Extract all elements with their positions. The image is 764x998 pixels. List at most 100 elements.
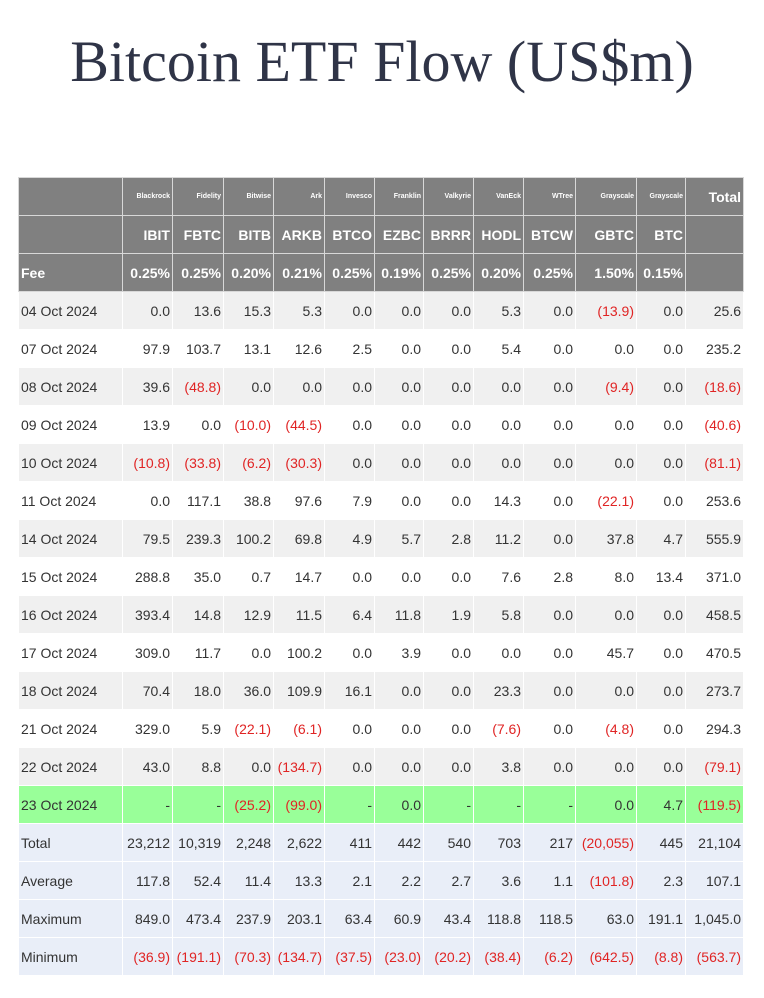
fee-value: 0.21% <box>273 253 325 292</box>
ticker-label: HODL <box>473 215 524 254</box>
cell-value: (33.8) <box>172 443 224 482</box>
cell-value: 0.0 <box>636 405 686 444</box>
ticker-label: BTCW <box>523 215 576 254</box>
cell-value: 0.0 <box>324 443 375 482</box>
summary-row: Average 117.8 52.4 11.4 13.3 2.1 2.2 2.7 3.6 1.1(… <box>18 861 744 900</box>
cell-value: 0.0 <box>324 291 375 330</box>
cell-value: - <box>172 785 224 824</box>
cell-value: 849.0 <box>122 899 173 938</box>
data-row: 17 Oct 2024 309.0 11.7 0.0 100.2 0.0 3.9 0.0 0.0… <box>18 633 744 672</box>
cell-value: 3.6 <box>473 861 524 900</box>
cell-value: 0.0 <box>423 291 474 330</box>
cell-value: 0.0 <box>636 329 686 368</box>
cell-value: 0.0 <box>473 443 524 482</box>
cell-value: 0.0 <box>423 671 474 710</box>
cell-value: - <box>523 785 576 824</box>
provider-label: WTree <box>523 177 576 216</box>
provider-label: Invesco <box>324 177 375 216</box>
cell-value: 4.7 <box>636 785 686 824</box>
cell-value: 0.0 <box>575 671 637 710</box>
cell-value: 5.8 <box>473 595 524 634</box>
cell-value: 0.0 <box>423 405 474 444</box>
cell-value: (36.9) <box>122 937 173 976</box>
cell-value: 235.2 <box>685 329 744 368</box>
cell-value: (6.2) <box>223 443 274 482</box>
row-label: 11 Oct 2024 <box>18 481 123 520</box>
cell-value: 0.0 <box>636 671 686 710</box>
cell-value: 36.0 <box>223 671 274 710</box>
cell-value: 13.1 <box>223 329 274 368</box>
cell-value: 5.3 <box>473 291 524 330</box>
data-row: 07 Oct 2024 97.9 103.7 13.1 12.6 2.5 0.0 0.0 5.4… <box>18 329 744 368</box>
cell-value: 0.0 <box>636 481 686 520</box>
cell-value: 288.8 <box>122 557 173 596</box>
cell-value: 0.0 <box>423 443 474 482</box>
cell-value: 237.9 <box>223 899 274 938</box>
cell-value: 118.5 <box>523 899 576 938</box>
provider-label: Grayscale <box>575 177 637 216</box>
cell-value: 273.7 <box>685 671 744 710</box>
cell-value: 7.9 <box>324 481 375 520</box>
cell-value: (23.0) <box>374 937 424 976</box>
cell-value: 35.0 <box>172 557 224 596</box>
cell-value: 2,622 <box>273 823 325 862</box>
ticker-label: BITB <box>223 215 274 254</box>
cell-value: 3.8 <box>473 747 524 786</box>
cell-value: - <box>473 785 524 824</box>
row-label: 16 Oct 2024 <box>18 595 123 634</box>
cell-value: 4.9 <box>324 519 375 558</box>
cell-value: 0.0 <box>374 557 424 596</box>
cell-value: 0.0 <box>223 633 274 672</box>
cell-value: (44.5) <box>273 405 325 444</box>
cell-value: 5.9 <box>172 709 224 748</box>
cell-value: 0.0 <box>473 367 524 406</box>
cell-value: 0.0 <box>473 633 524 672</box>
cell-value: 0.0 <box>374 367 424 406</box>
cell-value: 0.0 <box>172 405 224 444</box>
cell-value: 0.0 <box>523 747 576 786</box>
ticker-label: BTC <box>636 215 686 254</box>
cell-value: 25.6 <box>685 291 744 330</box>
cell-value: (25.2) <box>223 785 274 824</box>
cell-value: 2.2 <box>374 861 424 900</box>
cell-value: 0.0 <box>423 633 474 672</box>
header-cell <box>685 215 744 254</box>
cell-value: 11.4 <box>223 861 274 900</box>
cell-value: 0.0 <box>575 785 637 824</box>
cell-value: 16.1 <box>324 671 375 710</box>
cell-value: 23,212 <box>122 823 173 862</box>
cell-value: 0.0 <box>523 671 576 710</box>
row-label: 04 Oct 2024 <box>18 291 123 330</box>
row-label: 10 Oct 2024 <box>18 443 123 482</box>
cell-value: 0.0 <box>374 329 424 368</box>
row-label: 23 Oct 2024 <box>18 785 123 824</box>
cell-value: (191.1) <box>172 937 224 976</box>
cell-value: 3.9 <box>374 633 424 672</box>
cell-value: 0.0 <box>423 329 474 368</box>
fee-value: 1.50% <box>575 253 637 292</box>
cell-value: 103.7 <box>172 329 224 368</box>
fee-value: 0.15% <box>636 253 686 292</box>
cell-value: 203.1 <box>273 899 325 938</box>
cell-value: 0.0 <box>324 633 375 672</box>
cell-value: 43.4 <box>423 899 474 938</box>
header-row: Blackrock Fidelity Bitwise Ark Invesco Frankl… <box>18 177 744 216</box>
cell-value: 118.8 <box>473 899 524 938</box>
cell-value: 11.8 <box>374 595 424 634</box>
fee-value: 0.25% <box>523 253 576 292</box>
cell-value: (134.7) <box>273 747 325 786</box>
cell-value: (6.2) <box>523 937 576 976</box>
cell-value: 0.0 <box>374 405 424 444</box>
cell-value: (101.8) <box>575 861 637 900</box>
cell-value: 1.9 <box>423 595 474 634</box>
ticker-label: FBTC <box>172 215 224 254</box>
row-label: 18 Oct 2024 <box>18 671 123 710</box>
cell-value: 294.3 <box>685 709 744 748</box>
cell-value: 0.0 <box>223 367 274 406</box>
cell-value: 0.0 <box>423 709 474 748</box>
cell-value: 0.0 <box>523 595 576 634</box>
fee-value: 0.25% <box>324 253 375 292</box>
data-row: 08 Oct 2024 39.6 (48.8) 0.0 0.0 0.0 0.0 0.0 0.0 0… <box>18 367 744 406</box>
summary-row: Total 23,212 10,319 2,248 2,622 411 442 540 703 2… <box>18 823 744 862</box>
